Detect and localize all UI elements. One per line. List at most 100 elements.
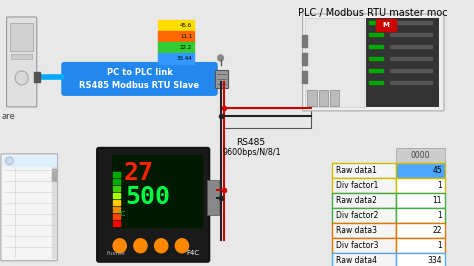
Text: 33.44: 33.44	[176, 56, 192, 61]
Text: F4C: F4C	[187, 250, 200, 256]
FancyBboxPatch shape	[7, 17, 37, 107]
Bar	[396, 223, 445, 238]
Bar	[369, 33, 383, 36]
Bar	[52, 169, 55, 181]
Bar	[158, 42, 194, 53]
Bar	[332, 178, 396, 193]
Text: 1: 1	[438, 241, 442, 250]
Bar	[396, 253, 445, 266]
Text: 11.1: 11.1	[180, 34, 192, 39]
Text: are: are	[2, 112, 16, 121]
Bar	[113, 207, 120, 212]
Bar	[396, 148, 445, 163]
Bar	[332, 163, 396, 178]
Bar	[11, 54, 32, 59]
Text: PLC / Modbus RTU master moc: PLC / Modbus RTU master moc	[298, 8, 447, 18]
Bar	[396, 208, 445, 223]
Text: Fuente: Fuente	[107, 251, 125, 256]
Bar	[376, 19, 396, 31]
Text: 1: 1	[438, 211, 442, 220]
Text: PC to PLC link
RS485 Modbus RTU Slave: PC to PLC link RS485 Modbus RTU Slave	[80, 68, 200, 90]
Bar	[113, 186, 120, 191]
Bar	[10, 23, 33, 51]
Bar	[113, 221, 120, 226]
Text: 1: 1	[438, 181, 442, 190]
Bar	[396, 238, 445, 253]
Bar	[301, 53, 307, 65]
Bar	[224, 108, 311, 128]
Text: 500: 500	[126, 185, 171, 209]
Bar	[330, 90, 339, 106]
Bar	[332, 208, 396, 223]
FancyBboxPatch shape	[1, 154, 57, 261]
Bar	[369, 81, 383, 84]
FancyBboxPatch shape	[302, 14, 444, 111]
Bar	[319, 90, 328, 106]
Bar	[366, 18, 439, 107]
Bar	[113, 172, 120, 177]
Bar	[332, 253, 396, 266]
Text: M: M	[383, 22, 389, 28]
Circle shape	[6, 157, 13, 165]
Bar	[113, 214, 120, 219]
FancyBboxPatch shape	[61, 62, 218, 96]
Text: 22.2: 22.2	[180, 45, 192, 50]
Bar	[52, 167, 55, 258]
Bar	[390, 81, 432, 84]
Bar	[301, 35, 307, 47]
Bar	[390, 33, 432, 36]
Bar	[332, 223, 396, 238]
Bar	[305, 18, 364, 107]
Bar	[390, 21, 432, 24]
Text: 0000: 0000	[410, 151, 430, 160]
Text: 45: 45	[432, 166, 442, 175]
Circle shape	[134, 239, 147, 253]
FancyBboxPatch shape	[97, 148, 210, 262]
Circle shape	[113, 239, 126, 253]
Text: Raw data2: Raw data2	[336, 196, 376, 205]
Text: Raw data4: Raw data4	[336, 256, 376, 265]
Bar	[158, 53, 194, 64]
Bar	[113, 200, 120, 205]
Text: 334: 334	[428, 256, 442, 265]
Bar	[158, 31, 194, 42]
Bar	[396, 193, 445, 208]
Bar	[390, 57, 432, 60]
Bar	[369, 21, 383, 24]
Bar	[307, 90, 317, 106]
Bar	[158, 20, 194, 31]
Bar	[390, 69, 432, 72]
Bar	[215, 70, 228, 88]
Circle shape	[218, 55, 223, 61]
Bar	[332, 193, 396, 208]
Text: 9600bps/N/8/1: 9600bps/N/8/1	[222, 148, 281, 157]
Text: RS485: RS485	[236, 138, 265, 147]
Bar	[113, 193, 120, 198]
Text: 27: 27	[124, 161, 154, 185]
Bar	[332, 238, 396, 253]
Bar	[3, 156, 55, 166]
Bar	[369, 69, 383, 72]
Bar	[396, 163, 445, 178]
Bar	[369, 45, 383, 48]
Circle shape	[15, 71, 28, 85]
Text: Raw data1: Raw data1	[336, 166, 376, 175]
Text: 22: 22	[433, 226, 442, 235]
Text: Div factor3: Div factor3	[336, 241, 378, 250]
Text: Div factor2: Div factor2	[336, 211, 378, 220]
Bar	[369, 57, 383, 60]
Circle shape	[175, 239, 189, 253]
Bar	[301, 71, 307, 83]
Text: Raw data3: Raw data3	[336, 226, 376, 235]
Bar	[396, 178, 445, 193]
Bar	[208, 180, 219, 215]
Bar	[34, 72, 40, 82]
Text: Div factor1: Div factor1	[336, 181, 378, 190]
Bar	[390, 45, 432, 48]
Text: °C: °C	[118, 211, 126, 217]
Bar	[113, 179, 120, 184]
Circle shape	[155, 239, 168, 253]
Text: 45.6: 45.6	[180, 23, 192, 28]
Bar	[112, 155, 202, 227]
Text: 11: 11	[433, 196, 442, 205]
